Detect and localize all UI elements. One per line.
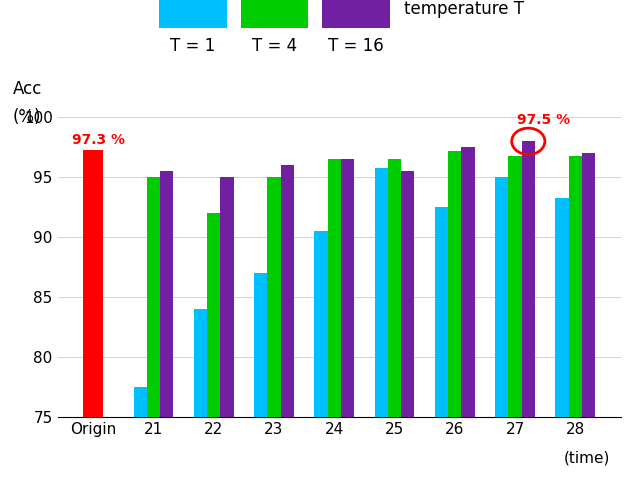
Text: temperature T: temperature T <box>404 0 524 18</box>
Bar <box>495 177 508 417</box>
Bar <box>522 141 535 417</box>
Bar <box>374 168 388 417</box>
Text: T = 4: T = 4 <box>252 37 297 55</box>
FancyBboxPatch shape <box>241 0 308 28</box>
FancyBboxPatch shape <box>159 0 227 28</box>
Bar <box>461 147 475 417</box>
Text: T = 16: T = 16 <box>328 37 384 55</box>
Bar <box>314 231 328 417</box>
Text: T = 1: T = 1 <box>170 37 216 55</box>
FancyBboxPatch shape <box>323 0 390 28</box>
Bar <box>582 153 595 417</box>
Bar <box>194 309 207 417</box>
Text: Acc: Acc <box>13 80 42 99</box>
Bar <box>388 159 401 417</box>
Bar <box>147 177 160 417</box>
Bar <box>268 177 280 417</box>
Bar <box>83 149 103 417</box>
Bar <box>401 171 414 417</box>
Bar <box>556 197 569 417</box>
Text: (time): (time) <box>564 450 611 465</box>
Bar <box>435 207 448 417</box>
Bar <box>569 156 582 417</box>
Bar <box>220 177 234 417</box>
Bar <box>160 171 173 417</box>
Bar <box>448 151 461 417</box>
Text: 97.3 %: 97.3 % <box>72 133 125 147</box>
Bar <box>508 156 522 417</box>
Bar <box>341 159 354 417</box>
Bar <box>328 159 341 417</box>
Text: 97.5 %: 97.5 % <box>517 113 570 127</box>
Bar <box>134 387 147 417</box>
Bar <box>207 213 220 417</box>
Bar <box>280 165 294 417</box>
Bar <box>254 273 268 417</box>
Text: (%): (%) <box>13 109 41 126</box>
